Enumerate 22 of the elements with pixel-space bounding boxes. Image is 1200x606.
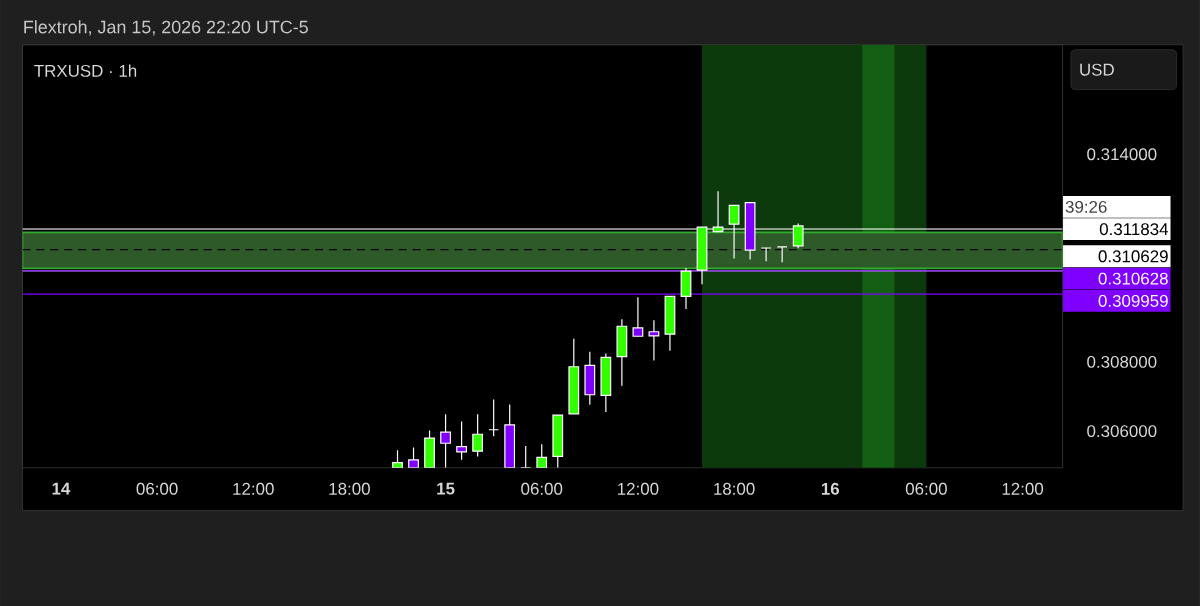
chart-title: Flextroh, Jan 15, 2026 22:20 UTC-5 <box>24 20 308 36</box>
x-tick-label: 06:00 <box>905 482 947 495</box>
x-tick-label: 14 <box>52 482 71 495</box>
x-tick-label: 16 <box>821 482 840 495</box>
ref-line-label: 0.311834 <box>1099 223 1169 236</box>
y-tick-label: 0.308000 <box>1087 355 1157 368</box>
x-tick-label: 18:00 <box>329 482 370 495</box>
y-axis-title: USD <box>1080 63 1114 76</box>
text: TRXUSD · 1h <box>34 64 137 77</box>
ref-line-label: 0.309959 <box>1098 294 1168 307</box>
y-tick-label: 0.314000 <box>1087 148 1157 161</box>
x-tick-label: 12:00 <box>618 482 659 495</box>
ref-line-label: 0.310629 <box>1098 250 1168 263</box>
x-tick-label: 06:00 <box>521 482 563 495</box>
ref-line-label: 0.310628 <box>1098 272 1168 285</box>
text: 39:26 <box>1065 200 1107 213</box>
x-tick-label: 12:00 <box>233 482 274 495</box>
x-tick-label: 15 <box>437 482 455 495</box>
x-tick-label: 18:00 <box>714 482 755 495</box>
x-tick-label: 06:00 <box>136 482 178 495</box>
x-tick-label: 12:00 <box>1002 482 1044 495</box>
y-tick-label: 0.306000 <box>1087 425 1157 438</box>
